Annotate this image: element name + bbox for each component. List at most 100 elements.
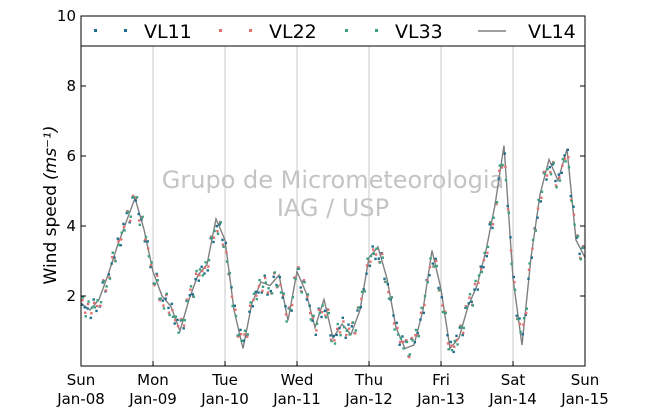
- data-point: [582, 246, 585, 249]
- data-point: [257, 291, 260, 294]
- data-point: [492, 216, 495, 219]
- data-point: [215, 224, 218, 228]
- data-point: [203, 266, 207, 270]
- data-point: [149, 263, 153, 267]
- data-point: [290, 309, 293, 312]
- data-point: [117, 243, 121, 247]
- data-point: [279, 291, 283, 294]
- data-point: [363, 290, 366, 293]
- data-point: [465, 306, 468, 309]
- data-point: [446, 342, 450, 345]
- data-point: [507, 208, 510, 211]
- data-point: [218, 223, 221, 226]
- data-point: [198, 268, 202, 271]
- data-point: [228, 271, 231, 275]
- data-point: [374, 253, 378, 256]
- data-point: [473, 282, 477, 286]
- data-point: [344, 336, 347, 339]
- data-point: [501, 163, 504, 167]
- data-point: [261, 289, 264, 292]
- data-point: [183, 319, 186, 322]
- x-tick-date: Jan-14: [488, 390, 537, 408]
- data-point: [545, 174, 549, 177]
- data-marks: [80, 145, 586, 359]
- x-tick-date: Jan-13: [416, 390, 465, 408]
- data-point: [129, 215, 132, 218]
- data-point: [81, 299, 84, 302]
- data-point: [159, 297, 162, 300]
- data-point: [530, 256, 533, 259]
- data-point: [419, 318, 422, 321]
- data-point: [498, 169, 501, 173]
- data-point: [488, 223, 491, 226]
- data-point: [468, 293, 472, 296]
- data-point: [216, 230, 219, 233]
- data-point: [173, 322, 176, 325]
- data-point: [278, 275, 281, 279]
- data-point: [156, 279, 159, 282]
- data-point: [456, 343, 459, 346]
- data-point: [311, 316, 315, 319]
- x-tick-day: Sun: [571, 371, 600, 389]
- x-tick-date: Jan-12: [344, 390, 393, 408]
- data-point: [434, 257, 437, 261]
- data-point: [120, 238, 123, 241]
- data-point: [120, 231, 123, 234]
- data-point: [315, 329, 318, 332]
- data-point: [108, 277, 112, 280]
- data-point: [525, 307, 528, 310]
- data-point: [180, 319, 184, 322]
- data-point: [567, 156, 570, 159]
- data-point: [324, 314, 327, 317]
- y-axis-label: Wind speed(ms⁻¹): [41, 126, 61, 285]
- data-point: [302, 279, 306, 282]
- data-point: [375, 247, 378, 250]
- data-point: [473, 288, 476, 291]
- data-point: [371, 245, 374, 248]
- data-point: [84, 311, 87, 314]
- vertical-grid: [152, 16, 514, 366]
- data-point: [503, 152, 506, 155]
- x-tick-date: Jan-11: [272, 390, 321, 408]
- data-point: [470, 300, 473, 303]
- data-point: [134, 199, 137, 202]
- data-point: [515, 314, 518, 317]
- data-point: [360, 290, 364, 294]
- data-point: [480, 267, 483, 271]
- data-point: [506, 204, 509, 208]
- data-point: [519, 330, 522, 334]
- data-point: [336, 322, 339, 326]
- data-point: [117, 240, 120, 243]
- data-point: [347, 323, 350, 326]
- data-point: [504, 178, 508, 182]
- data-point: [141, 215, 144, 219]
- y-tick-label: 10: [57, 7, 76, 25]
- data-point: [399, 337, 402, 340]
- data-point: [176, 318, 179, 321]
- data-point: [198, 274, 201, 277]
- data-point: [96, 299, 99, 302]
- data-point: [329, 334, 332, 337]
- data-point: [332, 334, 335, 338]
- data-point: [185, 298, 189, 301]
- data-point: [153, 283, 156, 287]
- data-point: [158, 299, 162, 302]
- data-point: [540, 196, 543, 199]
- data-point: [171, 315, 175, 318]
- data-point: [239, 328, 242, 332]
- data-point: [132, 196, 135, 199]
- data-point: [336, 327, 339, 331]
- data-point: [423, 303, 426, 307]
- data-point: [155, 272, 158, 276]
- data-point: [233, 304, 236, 307]
- data-point: [362, 288, 365, 291]
- data-point: [93, 301, 96, 304]
- x-tick-day: Wed: [281, 371, 314, 389]
- data-point: [191, 293, 194, 296]
- y-tick-label: 6: [66, 147, 76, 165]
- data-point: [408, 355, 411, 359]
- data-point: [239, 333, 243, 336]
- data-point: [327, 311, 330, 315]
